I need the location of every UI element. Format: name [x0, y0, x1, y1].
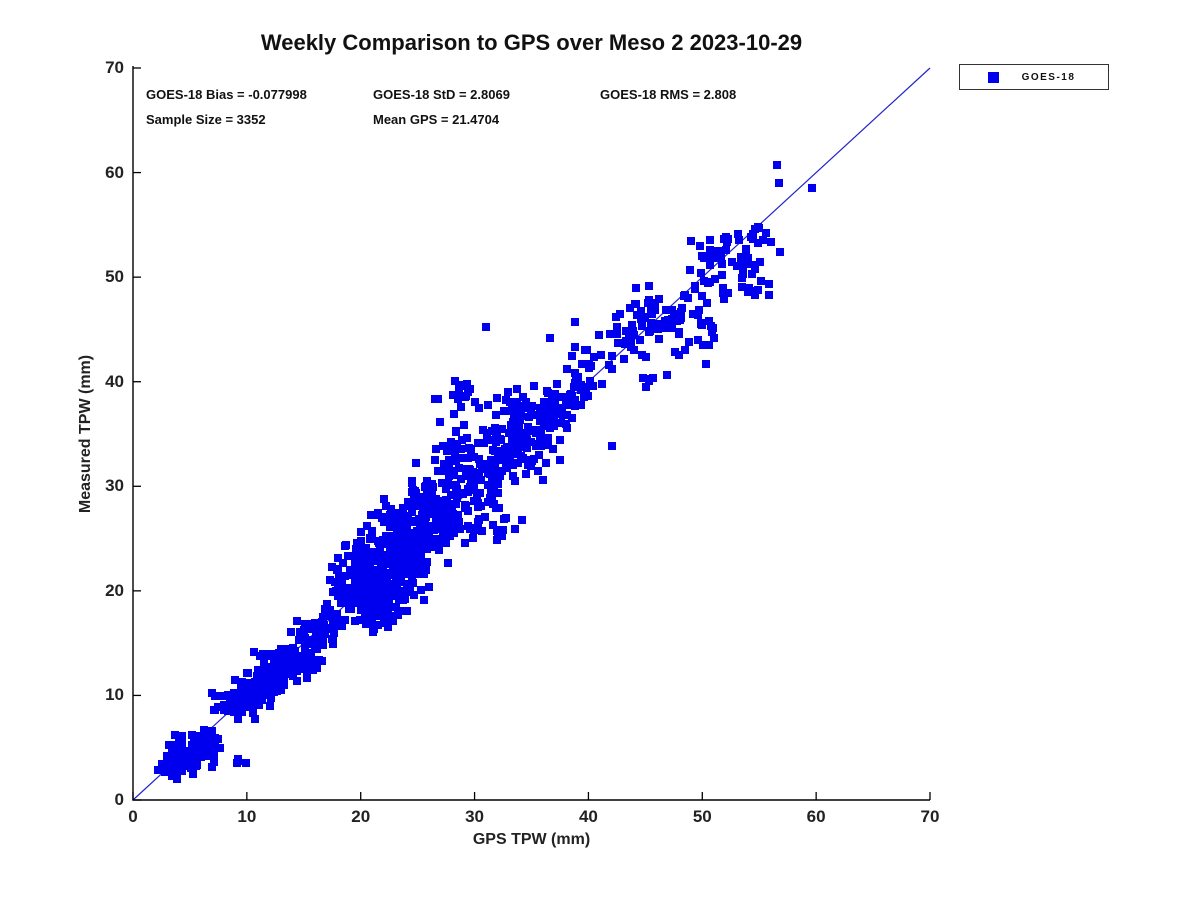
x-tick-label: 60 — [806, 807, 826, 826]
legend-series-label: GOES-18 — [1021, 71, 1076, 83]
y-tick-label: 20 — [105, 580, 124, 600]
x-tick-label: 20 — [351, 807, 371, 826]
y-tick-label: 50 — [105, 267, 124, 287]
chart-title: Weekly Comparison to GPS over Meso 2 202… — [260, 30, 803, 55]
y-tick-label: 30 — [105, 476, 124, 496]
stat-sample-size: Sample Size = 3352 — [146, 112, 266, 127]
y-axis-label: Measured TPW (mm) — [77, 354, 94, 514]
stat-std: GOES-18 StD = 2.8069 — [373, 87, 510, 102]
stat-rms: GOES-18 RMS = 2.808 — [600, 87, 737, 102]
x-tick-label: 10 — [237, 807, 257, 826]
legend-box: GOES-18 — [959, 64, 1109, 90]
stat-mean-gps: Mean GPS = 21.4704 — [373, 112, 500, 127]
x-tick-label: 50 — [692, 807, 712, 826]
y-tick-label: 0 — [114, 790, 124, 809]
scatter-points — [154, 161, 816, 783]
x-tick-label: 40 — [578, 807, 598, 826]
y-tick-label: 60 — [105, 162, 124, 182]
stat-bias: GOES-18 Bias = -0.077998 — [146, 87, 307, 102]
x-tick-label: 30 — [465, 807, 485, 826]
x-tick-label: 0 — [128, 807, 138, 826]
axes-spines-and-ticks — [132, 66, 931, 801]
y-tick-label: 10 — [105, 685, 124, 705]
x-tick-label: 70 — [920, 807, 940, 826]
legend-square-marker-icon — [988, 71, 999, 83]
y-tick-label: 70 — [105, 58, 124, 77]
y-tick-label: 40 — [105, 371, 124, 391]
x-axis-label: GPS TPW (mm) — [472, 831, 591, 848]
